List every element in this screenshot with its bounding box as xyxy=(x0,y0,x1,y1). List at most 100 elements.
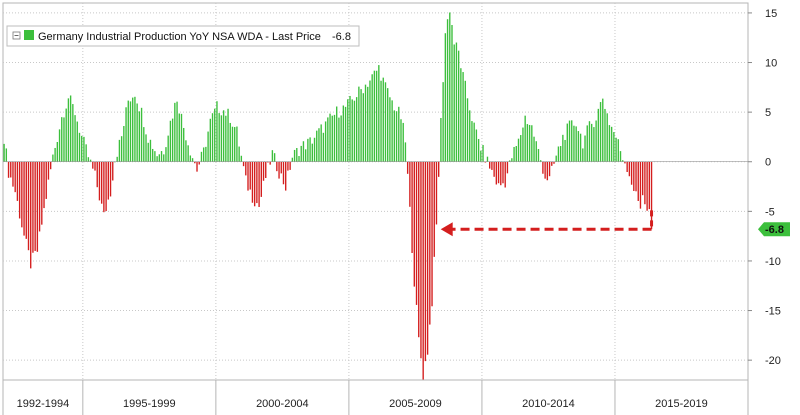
bar xyxy=(619,151,622,162)
bar xyxy=(307,138,309,162)
bar xyxy=(358,86,360,162)
bar xyxy=(457,50,460,162)
bar xyxy=(282,161,285,185)
bar xyxy=(520,135,522,162)
bar xyxy=(178,113,180,162)
bar xyxy=(409,161,411,207)
bar xyxy=(273,153,276,162)
bar xyxy=(309,137,311,162)
bar xyxy=(422,161,424,381)
highlight-arrow xyxy=(440,210,654,237)
bar xyxy=(67,98,70,162)
bar xyxy=(12,161,14,187)
bar xyxy=(373,70,376,162)
bar xyxy=(613,132,615,162)
bar xyxy=(129,101,132,162)
bar xyxy=(34,161,36,251)
bar xyxy=(72,104,74,162)
bar xyxy=(582,148,584,162)
bar-series xyxy=(3,12,653,381)
bar xyxy=(615,137,617,162)
bar xyxy=(573,125,575,162)
bar xyxy=(380,80,382,162)
bar xyxy=(371,74,373,162)
bar xyxy=(435,161,438,225)
bar xyxy=(85,144,87,162)
bar xyxy=(222,110,225,162)
bar xyxy=(544,161,546,179)
bar xyxy=(156,156,158,162)
bar xyxy=(240,155,243,162)
bar xyxy=(340,115,342,162)
bar xyxy=(504,161,506,188)
bar xyxy=(486,156,489,162)
bar xyxy=(446,19,449,162)
legend-label: Germany Industrial Production YoY NSA WD… xyxy=(38,31,321,43)
bar xyxy=(415,161,418,305)
bar xyxy=(571,120,573,162)
bar xyxy=(562,134,564,162)
y-tick-label: -15 xyxy=(765,306,781,318)
bar xyxy=(296,148,298,162)
bar xyxy=(606,113,608,162)
bar xyxy=(475,129,478,162)
bar xyxy=(641,161,644,196)
bar xyxy=(577,131,580,162)
bar xyxy=(207,131,209,162)
bar xyxy=(477,138,480,162)
bar xyxy=(555,155,557,162)
bar xyxy=(171,118,174,162)
bar xyxy=(526,124,529,162)
bar xyxy=(546,161,549,181)
bar xyxy=(196,161,198,172)
plot-area xyxy=(2,2,749,381)
bar xyxy=(81,135,83,162)
arrow-head xyxy=(440,222,453,237)
bar xyxy=(644,161,646,205)
bar xyxy=(369,80,371,162)
bar xyxy=(132,97,134,162)
bar xyxy=(256,161,258,204)
bar xyxy=(120,136,123,162)
bar xyxy=(630,161,633,185)
bar xyxy=(27,161,30,251)
legend-swatch xyxy=(24,30,34,40)
bar xyxy=(506,161,509,174)
bar xyxy=(311,143,313,162)
bar xyxy=(180,113,183,162)
bar xyxy=(646,161,648,211)
bar xyxy=(258,161,260,207)
bar xyxy=(198,161,200,165)
bar xyxy=(183,127,185,162)
bar xyxy=(602,98,604,162)
bar xyxy=(167,135,169,162)
x-axis: 1992-1994 1995-1999 2000-2004 2005-2009 2010… xyxy=(2,379,749,415)
x-tick-label: 2005-2009 xyxy=(389,398,442,410)
bar xyxy=(116,156,118,162)
legend-box xyxy=(6,25,360,47)
y-axis: 15 10 5 0 -5 -10 -15 -20 xyxy=(748,8,781,367)
bar xyxy=(147,142,149,162)
bar xyxy=(58,129,61,162)
bar xyxy=(382,77,384,162)
bar xyxy=(76,121,78,162)
bar xyxy=(342,105,345,162)
last-price-tag: -6.8 xyxy=(758,222,790,237)
bar xyxy=(163,154,165,162)
y-tick-label: 5 xyxy=(765,107,771,119)
bar xyxy=(262,161,265,181)
bar xyxy=(553,161,555,164)
bar xyxy=(599,102,602,162)
bar xyxy=(489,161,491,169)
bar xyxy=(347,99,349,162)
bar xyxy=(251,161,254,203)
bar xyxy=(18,161,21,219)
bar xyxy=(402,122,404,162)
bar xyxy=(564,139,566,162)
bar xyxy=(584,135,586,162)
bar xyxy=(353,100,356,162)
bar xyxy=(165,147,167,162)
bar xyxy=(287,161,289,171)
bar xyxy=(633,161,635,191)
